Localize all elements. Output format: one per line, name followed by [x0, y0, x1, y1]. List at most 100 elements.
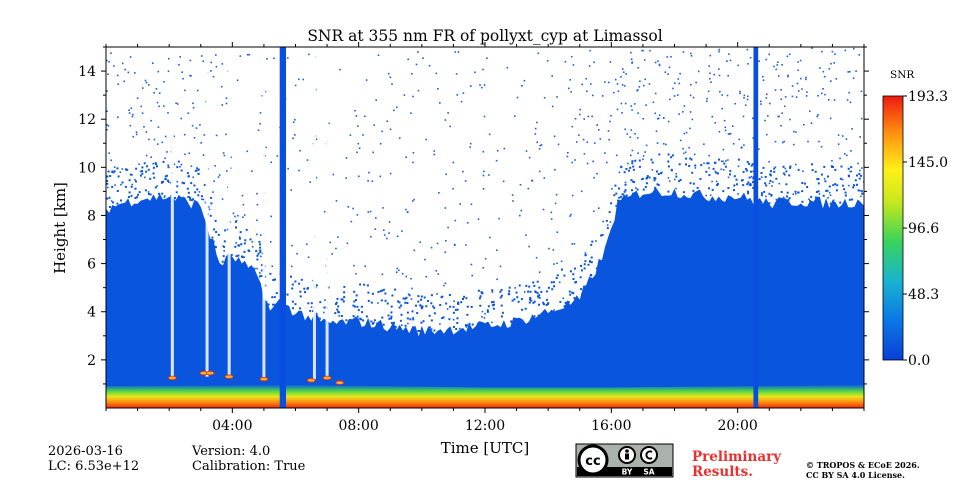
noise-speck [811, 47, 813, 49]
noise-speck [620, 76, 622, 78]
edge-speck [747, 192, 750, 195]
edge-speck [671, 154, 674, 157]
noise-speck [129, 124, 132, 127]
edge-speck [359, 283, 362, 286]
noise-speck [586, 141, 589, 143]
edge-speck [636, 188, 639, 191]
edge-speck [645, 182, 648, 185]
noise-speck [636, 89, 638, 92]
noise-speck [795, 131, 797, 133]
noise-speck [738, 138, 740, 141]
noise-speck [168, 57, 170, 60]
edge-speck [381, 316, 384, 319]
noise-speck [256, 233, 258, 236]
noise-speck [720, 160, 723, 163]
noise-speck [315, 138, 318, 141]
edge-speck [529, 298, 531, 301]
edge-speck [370, 320, 373, 323]
edge-speck [384, 299, 387, 302]
noise-speck [131, 115, 134, 118]
noise-speck [540, 144, 543, 146]
noise-speck [682, 152, 685, 155]
edge-speck [857, 200, 860, 203]
edge-speck [638, 159, 641, 162]
edge-speck [620, 166, 623, 169]
noise-speck [787, 75, 789, 78]
edge-speck [689, 157, 692, 160]
edge-speck [336, 308, 339, 311]
edge-speck [143, 162, 146, 165]
noise-speck [739, 90, 741, 93]
noise-speck [156, 101, 159, 104]
edge-speck [390, 305, 393, 308]
noise-speck [609, 221, 612, 223]
noise-speck [439, 323, 441, 325]
noise-speck [634, 133, 636, 135]
noise-speck [481, 86, 483, 89]
noise-speck [822, 70, 825, 73]
noise-speck [189, 59, 192, 62]
noise-speck [202, 198, 205, 201]
noise-speck [417, 51, 419, 53]
noise-speck [107, 125, 110, 127]
noise-speck [163, 81, 165, 83]
edge-speck [797, 168, 800, 171]
edge-speck [457, 301, 460, 304]
noise-speck [148, 138, 150, 141]
noise-speck [202, 60, 204, 63]
edge-speck [187, 196, 190, 198]
edge-speck [365, 315, 368, 318]
noise-speck [538, 170, 541, 173]
edge-speck [452, 305, 455, 308]
noise-speck [298, 78, 300, 81]
noise-speck [401, 230, 403, 232]
noise-speck [537, 52, 540, 55]
clear-gap [262, 47, 266, 380]
edge-speck [567, 301, 570, 304]
edge-speck [164, 178, 167, 180]
edge-speck [128, 191, 131, 194]
noise-speck [567, 152, 569, 154]
edge-speck [532, 281, 535, 284]
edge-speck [817, 190, 820, 193]
noise-speck [684, 151, 687, 154]
noise-speck [444, 282, 447, 284]
noise-speck [242, 203, 245, 206]
noise-speck [714, 170, 717, 173]
noise-speck [108, 61, 110, 63]
noise-speck [777, 115, 779, 118]
edge-speck [153, 176, 156, 179]
edge-speck [574, 267, 576, 270]
noise-speck [499, 265, 502, 268]
noise-speck [446, 308, 449, 310]
noise-speck [571, 194, 574, 197]
y-tick-label: 10 [78, 160, 96, 176]
edge-speck [466, 305, 469, 308]
noise-speck [637, 152, 639, 154]
edge-speck [598, 264, 601, 267]
noise-speck [506, 66, 509, 69]
noise-speck [488, 133, 491, 136]
edge-speck [536, 292, 539, 295]
edge-speck [120, 199, 122, 202]
edge-speck [860, 190, 863, 193]
noise-speck [747, 95, 749, 98]
noise-speck [455, 73, 458, 75]
edge-speck [433, 329, 436, 332]
noise-speck [129, 56, 132, 58]
noise-speck [709, 194, 712, 197]
noise-speck [405, 275, 408, 278]
noise-speck [142, 87, 144, 89]
noise-speck [158, 92, 161, 94]
edge-speck [183, 182, 185, 185]
edge-speck [545, 298, 548, 301]
edge-speck [615, 204, 618, 207]
noise-speck [564, 61, 567, 63]
noise-speck [479, 84, 481, 86]
noise-speck [502, 180, 505, 183]
noise-speck [200, 142, 202, 144]
edge-speck [760, 172, 763, 174]
edge-speck [789, 165, 792, 168]
noise-speck [374, 228, 377, 230]
